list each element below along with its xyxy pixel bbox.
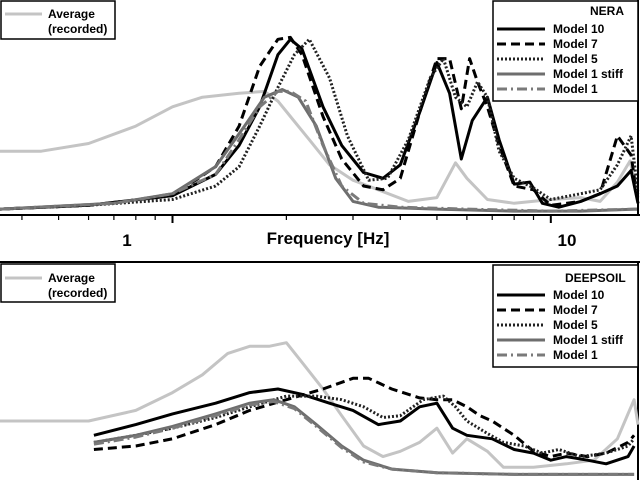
deepsoil-legend-title: DEEPSOIL xyxy=(565,271,626,285)
deepsoil-series-average xyxy=(0,341,640,469)
nera-legend-label-model7: Model 7 xyxy=(553,37,598,51)
deepsoil-legend-average-label-2: (recorded) xyxy=(48,286,107,300)
deepsoil-legend-average: Average (recorded) xyxy=(0,263,116,303)
nera-series-model1 xyxy=(0,89,639,213)
nera-legend-label-model10: Model 10 xyxy=(553,22,605,36)
deepsoil-legend-average-label-1: Average xyxy=(48,271,95,285)
deepsoil-series-model10 xyxy=(93,387,636,466)
deepsoil-series-model1 xyxy=(93,400,635,476)
deepsoil-plot-area xyxy=(0,341,640,476)
deepsoil-panel: Average (recorded) DEEPSOIL Model 10Mode… xyxy=(0,261,640,480)
nera-panel: Frequency [Hz] 1 10 Average (recorded) N… xyxy=(0,0,640,250)
nera-legend-label-model1: Model 1 xyxy=(553,82,598,96)
nera-legend-box xyxy=(492,0,639,102)
nera-legend-label-model1stiff: Model 1 stiff xyxy=(553,67,624,81)
nera-series-average xyxy=(0,89,640,205)
deepsoil-legend-box xyxy=(492,264,639,368)
nera-legend-average-label-1: Average xyxy=(48,7,95,21)
nera-series-model7 xyxy=(0,35,640,211)
deepsoil-legend-label-model1stiff: Model 1 stiff xyxy=(553,333,624,347)
nera-legend-title: NERA xyxy=(590,4,624,18)
deepsoil-legend-label-model10: Model 10 xyxy=(553,288,605,302)
deepsoil-legend-label-model7: Model 7 xyxy=(553,303,598,317)
nera-tick-label-1: 1 xyxy=(122,231,131,250)
nera-legend-average: Average (recorded) xyxy=(0,0,116,40)
nera-legend-label-model5: Model 5 xyxy=(553,52,598,66)
nera-legend-average-box xyxy=(0,0,116,40)
nera-legend-average-label-2: (recorded) xyxy=(48,22,107,36)
nera-series-model5 xyxy=(0,37,640,211)
deepsoil-legend-label-model5: Model 5 xyxy=(553,318,598,332)
nera-tick-label-10: 10 xyxy=(558,231,577,250)
deepsoil-series-model7 xyxy=(93,376,636,459)
nera-plot-area xyxy=(0,35,640,213)
deepsoil-legend-average-box xyxy=(0,263,116,303)
nera-x-ticks xyxy=(21,215,552,223)
deepsoil-legend-label-model1: Model 1 xyxy=(553,348,598,362)
nera-x-axis-label: Frequency [Hz] xyxy=(267,229,390,248)
